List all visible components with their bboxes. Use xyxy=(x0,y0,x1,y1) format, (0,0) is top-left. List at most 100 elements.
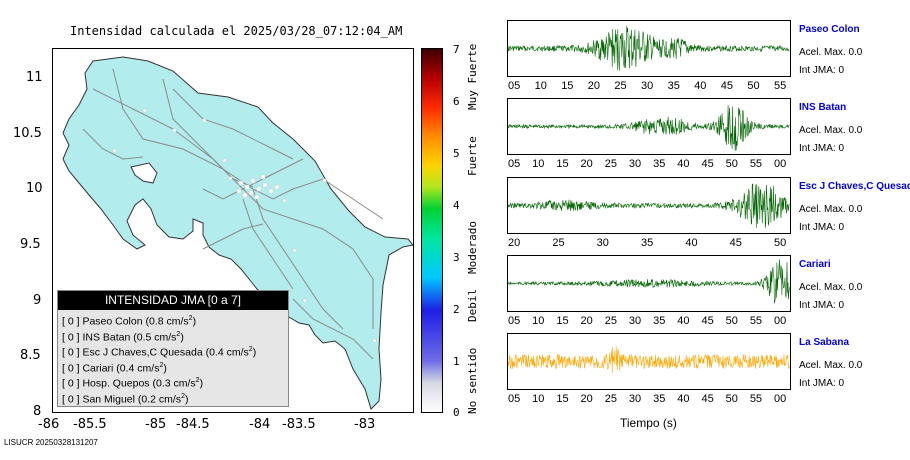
waveform xyxy=(508,25,790,71)
station-cluster xyxy=(112,108,377,343)
station-name: Paseo Colon xyxy=(799,24,860,35)
map-x-tick: -85.5 xyxy=(73,417,107,432)
legend-item-unit-exp: 2 xyxy=(248,346,253,353)
seismogram-trace xyxy=(507,177,791,234)
map-y-tick: 9 xyxy=(33,293,42,308)
time-tick: 55 xyxy=(774,80,787,92)
waveform-line xyxy=(508,183,790,228)
legend-item-close: ) xyxy=(252,346,257,359)
station-name: Cariari xyxy=(799,259,831,270)
map-x-tick: -85 xyxy=(145,417,167,432)
colorbar-label-fuerte: Fuerte xyxy=(466,136,479,176)
time-tick: 20 xyxy=(580,393,593,405)
time-tick: 50 xyxy=(747,80,760,92)
colorbar-tick: 0 xyxy=(453,406,460,419)
legend-item-close: ) xyxy=(184,393,189,405)
colorbar-tick: 4 xyxy=(453,199,460,212)
time-tick: 30 xyxy=(641,80,654,92)
max-acceleration: Acel. Max. 0.0 xyxy=(799,47,863,58)
legend-item-name: INS Batan xyxy=(82,331,131,343)
time-tick: 55 xyxy=(749,315,763,327)
max-acceleration: Acel. Max. 0.0 xyxy=(799,125,863,136)
legend-item-close: ) xyxy=(180,331,184,343)
colorbar-label-moderado: Moderado xyxy=(466,221,479,274)
station-name: Esc J Chaves,C Quesada xyxy=(799,181,910,192)
legend-item-close: ) xyxy=(199,377,204,390)
jma-intensity: Int JMA: 0 xyxy=(799,65,845,76)
time-tick: 50 xyxy=(774,237,787,249)
time-tick: 30 xyxy=(596,237,609,249)
time-tick: 40 xyxy=(677,393,690,405)
legend-item-close: ) xyxy=(192,315,197,328)
time-axis-label: Tiempo (s) xyxy=(620,416,677,430)
legend-item-value: [ 0 ] xyxy=(62,315,80,328)
time-tick: 00 xyxy=(774,158,787,170)
time-tick: 55 xyxy=(749,158,763,170)
time-tick: 30 xyxy=(628,158,642,170)
seismogram-trace xyxy=(507,98,791,155)
time-tick: 35 xyxy=(653,393,666,405)
time-tick: 25 xyxy=(552,237,565,249)
legend-item: [ 0 ] INS Batan (0.5 cm/s2) xyxy=(62,331,184,344)
legend-item-name: San Miguel xyxy=(82,393,135,405)
time-tick: 15 xyxy=(561,80,574,92)
time-tick: 25 xyxy=(604,315,617,327)
time-tick: 30 xyxy=(628,315,642,327)
legend-item-unit-exp: 2 xyxy=(176,330,181,338)
time-tick: 35 xyxy=(653,315,666,327)
legend-item-unit-exp: 2 xyxy=(195,377,200,384)
legend-item-close: ) xyxy=(163,362,167,374)
time-tick: 25 xyxy=(614,80,627,92)
legend-item-name: Paseo Colon xyxy=(82,315,143,328)
seismogram-trace xyxy=(507,20,791,77)
legend-item-unit-exp: 2 xyxy=(188,315,193,322)
waveform-line xyxy=(508,105,790,151)
time-tick: 10 xyxy=(532,393,545,405)
time-tick: 10 xyxy=(532,158,545,170)
max-acceleration: Acel. Max. 0.0 xyxy=(799,204,863,215)
time-tick: 25 xyxy=(604,393,617,405)
time-tick: 45 xyxy=(701,158,714,170)
map-x-tick: -83.5 xyxy=(282,417,316,432)
time-tick: 50 xyxy=(725,315,738,327)
legend-item: [ 0 ] San Miguel (0.2 cm/s2) xyxy=(62,393,188,406)
time-tick: 20 xyxy=(587,80,601,92)
waveform xyxy=(508,346,790,374)
legend-item: [ 0 ] Paseo Colon (0.8 cm/s2) xyxy=(62,315,196,328)
legend-item-value: [ 0 ] xyxy=(62,346,80,359)
legend-item-value: [ 0 ] xyxy=(62,393,80,405)
colorbar-label-debil: Debil xyxy=(466,288,479,322)
time-tick: 20 xyxy=(580,315,593,327)
time-tick: 45 xyxy=(701,315,714,327)
jma-intensity: Int JMA: 0 xyxy=(799,300,845,311)
footer-id: LISUCR 20250328131207 xyxy=(4,438,98,447)
map-x-tick: -86 xyxy=(38,417,60,432)
waveform xyxy=(508,259,790,304)
legend-item-accel: (0.4 cm/s xyxy=(116,362,160,374)
seismogram-trace xyxy=(507,333,791,390)
costa-rica-map xyxy=(62,56,413,410)
legend-item-accel: (0.4 cm/s xyxy=(205,346,249,359)
time-tick: 35 xyxy=(653,158,666,170)
time-tick: 05 xyxy=(508,158,521,170)
legend-item: [ 0 ] Hosp. Quepos (0.3 cm/s2) xyxy=(62,377,203,390)
legend-item-name: Hosp. Quepos xyxy=(82,377,150,390)
station-name: INS Batan xyxy=(799,102,847,113)
map-y-tick: 9.5 xyxy=(20,237,41,252)
intensity-legend: INTENSIDAD JMA [0 a 7] [ 0 ] Paseo Colon… xyxy=(57,290,289,407)
jma-intensity: Int JMA: 0 xyxy=(799,143,845,154)
colorbar-label-no-sentido: No sentido xyxy=(466,347,479,414)
time-tick: 10 xyxy=(532,315,545,327)
legend-item-value: [ 0 ] xyxy=(62,377,80,390)
time-tick: 05 xyxy=(508,393,521,405)
time-tick: 45 xyxy=(701,393,714,405)
time-tick: 35 xyxy=(641,237,654,249)
legend-item-name: Cariari xyxy=(82,362,114,374)
station-name: La Sabana xyxy=(799,337,850,348)
time-tick: 05 xyxy=(508,315,521,327)
jma-intensity: Int JMA: 0 xyxy=(799,378,845,389)
legend-item-unit-exp: 2 xyxy=(159,361,164,369)
time-tick: 45 xyxy=(720,80,734,92)
map-y-tick: 8.5 xyxy=(20,348,41,363)
max-acceleration: Acel. Max. 0.0 xyxy=(799,282,863,293)
